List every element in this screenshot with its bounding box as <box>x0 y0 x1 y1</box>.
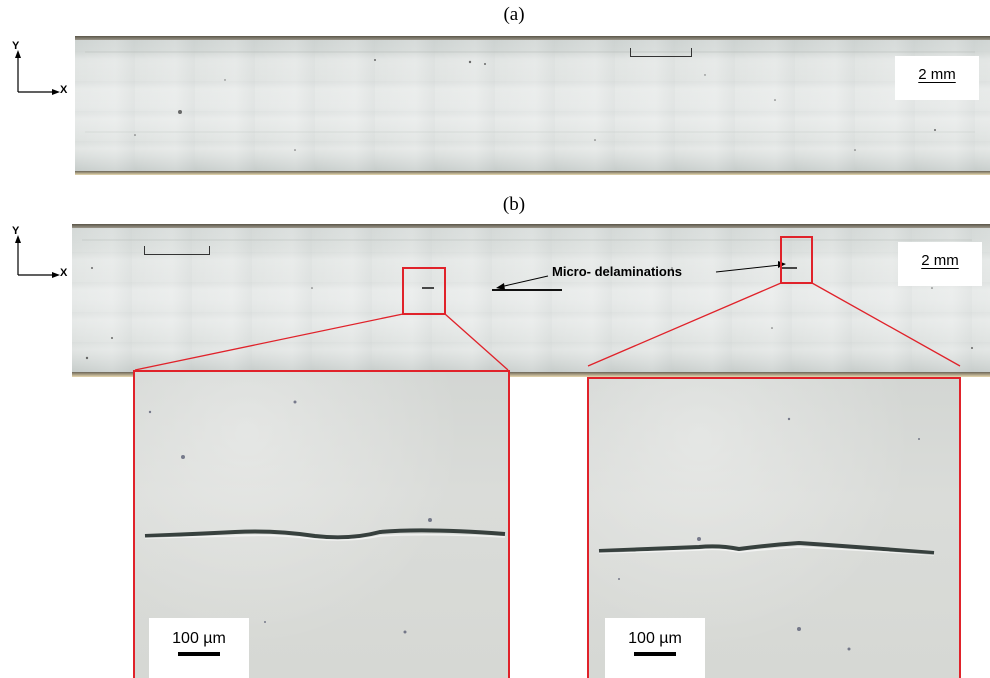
axis-indicator-a: Y X <box>8 40 78 100</box>
axis-x-label: X <box>60 267 68 279</box>
micrograph-a: 2 mm <box>75 36 990 176</box>
zoom-scale-left: 100 µm <box>149 618 249 678</box>
selection-box-right <box>780 236 813 284</box>
axis-y-label: Y <box>12 225 20 237</box>
zoom-scale-label-left: 100 µm <box>172 630 226 647</box>
scale-label-a: 2 mm <box>918 66 956 83</box>
scale-box-b: 2 mm <box>898 242 982 286</box>
zoom-inset-left: 100 µm <box>133 370 510 678</box>
scale-bar-icon <box>178 652 220 656</box>
selection-box-left <box>402 267 446 315</box>
zoom-scale-right: 100 µm <box>605 618 705 678</box>
zoom-scale-label-right: 100 µm <box>628 630 682 647</box>
axis-arrows-icon <box>15 235 60 278</box>
panel-b-label: (b) <box>502 194 526 215</box>
scale-box-a: 2 mm <box>895 56 979 100</box>
zoom-inset-left-texture <box>144 400 506 634</box>
scale-label-b: 2 mm <box>921 252 959 269</box>
micrograph-b-texture <box>82 239 973 360</box>
micrograph-b: 2 mm <box>72 224 990 378</box>
zoom-inset-right: 100 µm <box>587 377 961 678</box>
embedded-scale-bar <box>630 48 692 57</box>
scale-bar-icon <box>634 652 676 656</box>
micro-delaminations-annotation: Micro- delaminations <box>552 264 683 279</box>
panel-a-label: (a) <box>503 4 525 25</box>
micrograph-a-texture <box>85 51 975 151</box>
embedded-scale-bar <box>144 246 210 255</box>
axis-indicator-b: Y X <box>8 225 78 285</box>
axis-x-label: X <box>60 84 68 96</box>
axis-arrows-icon <box>15 50 60 95</box>
axis-y-label: Y <box>12 40 20 52</box>
zoom-inset-right-texture <box>598 417 935 651</box>
